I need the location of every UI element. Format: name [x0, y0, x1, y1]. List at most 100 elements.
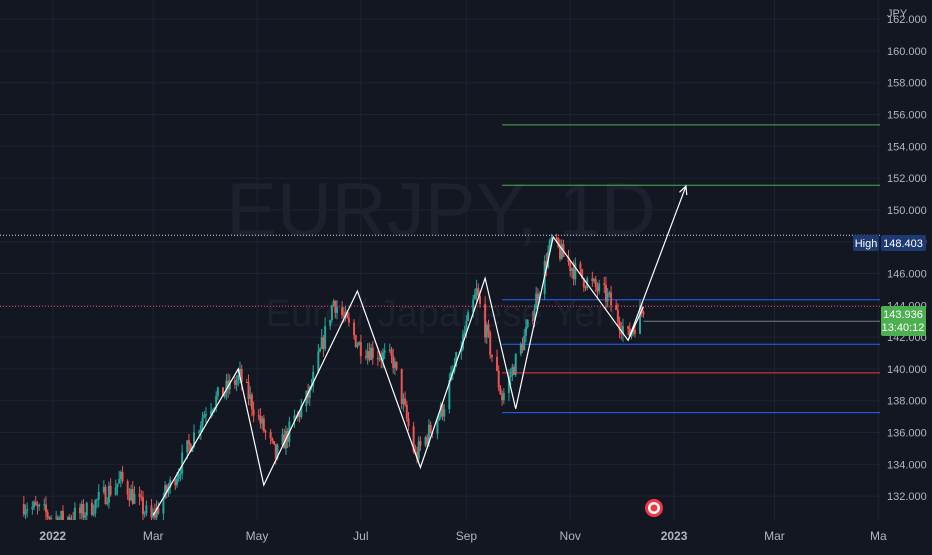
candle-body	[239, 368, 241, 376]
candle-body	[548, 239, 551, 252]
candle-body	[400, 368, 403, 404]
candle-body	[366, 351, 369, 358]
candle-body	[496, 356, 499, 371]
price-tick: 156.000	[887, 109, 927, 121]
time-axis[interactable]: 2022 Mar May Jul Sep Nov 2023 Mar Ma	[0, 520, 932, 550]
high-value-badge	[881, 235, 926, 251]
candle-body	[211, 410, 214, 412]
candle-body	[404, 398, 407, 405]
candle-body	[581, 269, 584, 279]
candle-body	[140, 496, 143, 498]
candle-body	[567, 256, 570, 263]
candle-body	[642, 311, 645, 315]
candle-body	[262, 418, 265, 432]
candle-body	[507, 376, 510, 393]
candle-body	[402, 398, 405, 404]
candle-body	[344, 311, 347, 317]
candle-body	[198, 431, 201, 433]
candle-body	[416, 452, 419, 459]
price-tick: 134.000	[887, 459, 927, 471]
candle-body	[426, 437, 429, 444]
candle-body	[324, 325, 327, 349]
candle-body	[121, 471, 124, 482]
candle-body	[438, 416, 441, 421]
candle-body	[359, 342, 362, 357]
candle-body	[615, 305, 618, 310]
candle-body	[606, 292, 609, 302]
candle-body	[131, 489, 134, 504]
candle-body	[109, 485, 112, 495]
candle-body	[187, 440, 190, 445]
candle-body	[79, 507, 81, 514]
candle-body	[96, 499, 99, 501]
candle-body	[502, 392, 505, 401]
candle-body	[463, 332, 466, 335]
candle-body	[223, 392, 226, 397]
candle-body	[317, 351, 320, 373]
candle-body	[477, 288, 480, 296]
candle-body	[533, 308, 536, 320]
candle-body	[524, 327, 527, 336]
candle-body	[346, 311, 349, 319]
candle-body	[579, 263, 582, 270]
candle-body	[92, 513, 95, 515]
candle-body	[630, 332, 633, 337]
price-axis[interactable]: JPY 162.000 160.000 158.000 156.000 154.000 1…	[887, 8, 927, 503]
candle-body	[610, 292, 613, 306]
candle-body	[484, 303, 487, 338]
horizontal-lines[interactable]	[0, 124, 880, 414]
candle-body	[174, 479, 177, 486]
candle-body	[133, 494, 136, 504]
candle-body	[143, 513, 146, 515]
candle-body	[85, 502, 88, 516]
candle-body	[252, 409, 255, 416]
zigzag-drawing[interactable]	[152, 184, 688, 516]
candle-body	[354, 335, 357, 347]
candle-body	[177, 474, 180, 479]
event-marker[interactable]	[645, 499, 663, 517]
time-tick: Mar	[764, 529, 785, 543]
time-tick: Nov	[560, 529, 581, 543]
candle-body	[569, 262, 572, 272]
candle-body	[570, 268, 573, 272]
candle-body	[370, 347, 373, 360]
candle-body	[298, 412, 301, 418]
candle-body	[531, 319, 534, 321]
candle-body	[43, 504, 46, 506]
candle-body	[104, 486, 107, 504]
price-badges: High 148.403 143.936 13:40:12	[853, 235, 926, 336]
last-price-badge	[881, 306, 926, 336]
candle-body	[427, 424, 430, 444]
candle-body	[128, 494, 131, 501]
candle-body	[225, 380, 228, 393]
price-tick: 140.000	[887, 364, 927, 376]
candles	[22, 233, 645, 534]
candle-body	[67, 517, 70, 523]
candle-body	[393, 361, 396, 368]
candle-body	[118, 478, 121, 484]
candle-body	[639, 307, 641, 334]
candle-body	[24, 510, 27, 515]
candle-body	[150, 505, 153, 518]
candle-body	[381, 352, 384, 361]
candle-body	[594, 279, 597, 288]
candle-body	[392, 355, 395, 368]
candle-body	[276, 444, 279, 459]
candle-body	[627, 326, 630, 329]
candle-body	[116, 483, 119, 488]
price-tick: 138.000	[887, 396, 927, 408]
candle-body	[193, 432, 196, 447]
candle-body	[628, 328, 631, 337]
candle-body	[356, 345, 359, 347]
candle-body	[61, 511, 64, 523]
candle-body	[358, 342, 361, 346]
candle-body	[38, 504, 41, 507]
candle-body	[603, 283, 606, 285]
candle-body	[240, 368, 243, 382]
time-tick: May	[246, 529, 269, 543]
high-label: High	[855, 238, 878, 250]
price-tick: 146.000	[887, 269, 927, 281]
candle-body	[523, 335, 526, 351]
